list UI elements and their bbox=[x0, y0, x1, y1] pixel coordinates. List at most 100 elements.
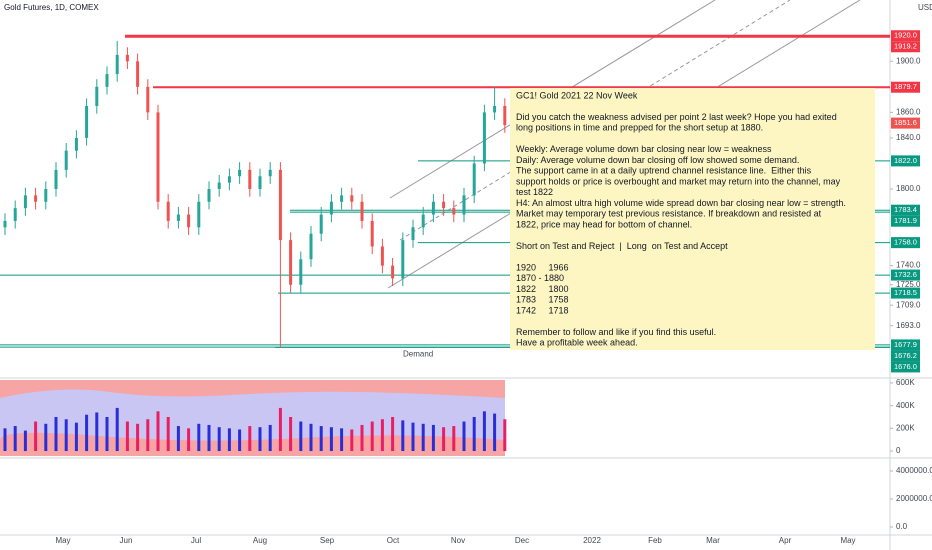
price-label-box bbox=[891, 361, 920, 373]
volume-bar bbox=[187, 428, 191, 452]
candle-body bbox=[166, 201, 170, 221]
candle-body bbox=[289, 240, 293, 285]
volume-bar bbox=[176, 426, 180, 452]
price-label: 1920.0 bbox=[894, 31, 917, 40]
chart-title: Gold Futures, 1D, COMEX bbox=[4, 3, 99, 12]
note-line: support holds or price is overbought and… bbox=[516, 176, 841, 186]
volume-bar bbox=[493, 413, 497, 452]
volume-bar bbox=[64, 419, 68, 452]
volume-bar bbox=[54, 416, 58, 452]
candle-body bbox=[95, 86, 99, 106]
x-tick-label: Sep bbox=[320, 536, 335, 545]
note-line: 1783 1758 bbox=[516, 295, 569, 305]
volume-bar bbox=[3, 428, 7, 452]
x-tick-label: 2022 bbox=[583, 536, 601, 545]
candle-body bbox=[85, 105, 89, 138]
candle-body bbox=[176, 214, 180, 221]
candle-body bbox=[54, 169, 58, 189]
volume-bar bbox=[74, 422, 78, 452]
price-label-box bbox=[891, 30, 920, 42]
volume-bar bbox=[380, 419, 384, 452]
volume-bar bbox=[238, 429, 242, 452]
y-tick-label: 1840.0 bbox=[896, 133, 921, 142]
volume-bar bbox=[309, 423, 313, 452]
volume-bar bbox=[431, 424, 435, 452]
y-tick-label: 1693.0 bbox=[896, 321, 921, 330]
price-label: 1822.0 bbox=[894, 156, 917, 165]
price-label: 1732.6 bbox=[894, 270, 917, 279]
candle-body bbox=[380, 246, 384, 266]
volume-bar bbox=[248, 426, 252, 452]
candle-body bbox=[493, 105, 497, 113]
marks: 1900.0 1860.0 1840.0 1800.0 1740.0 1725.0 1709… bbox=[0, 30, 932, 545]
volume-bar bbox=[472, 416, 476, 452]
price-label-box bbox=[891, 287, 920, 299]
volume-bar bbox=[503, 419, 507, 452]
volume-bar bbox=[421, 423, 425, 452]
x-tick-label: Aug bbox=[253, 536, 267, 545]
price-label-box bbox=[891, 81, 920, 93]
price-label: 1919.2 bbox=[894, 42, 917, 51]
x-tick-label: Nov bbox=[451, 536, 465, 545]
x-tick-label: May bbox=[55, 536, 70, 545]
price-label-box bbox=[891, 204, 920, 216]
note-line: H4: An almost ultra high volume wide spr… bbox=[516, 198, 846, 208]
price-label: 1879.7 bbox=[894, 82, 917, 91]
volume-bar bbox=[452, 426, 456, 452]
price-label-box bbox=[891, 155, 920, 167]
volume-bar bbox=[360, 424, 364, 452]
y-tick-label: 1725.0 bbox=[896, 280, 921, 289]
note-line: 1870 - 1880 bbox=[516, 273, 564, 283]
price-label: 1676.0 bbox=[894, 362, 917, 371]
candle-body bbox=[442, 201, 446, 209]
note-line: Did you catch the weakness advised per p… bbox=[516, 112, 837, 122]
x-tick-label: Jun bbox=[120, 536, 133, 545]
price-label: 1758.0 bbox=[894, 238, 917, 247]
volume-bar bbox=[411, 422, 415, 452]
candle-body bbox=[401, 240, 405, 279]
volume-bar bbox=[227, 428, 231, 452]
price-label-box bbox=[891, 339, 920, 351]
y-tick-label: 1900.0 bbox=[896, 56, 921, 65]
candle-body bbox=[258, 176, 262, 189]
price-label: 1781.9 bbox=[894, 216, 917, 225]
y-tick-label: 4000000.0 bbox=[896, 466, 932, 475]
candle-body bbox=[115, 54, 119, 75]
note: GC1! Gold 2021 22 Nov Week Did you catch … bbox=[510, 88, 875, 350]
price-label: 1676.2 bbox=[894, 351, 917, 360]
candle-body bbox=[431, 201, 435, 215]
x-tick-label: May bbox=[840, 536, 855, 545]
note-line: 1822 1800 bbox=[516, 284, 569, 294]
candle-body bbox=[462, 195, 466, 215]
volume-bar bbox=[442, 427, 446, 452]
volume-bar bbox=[166, 416, 170, 452]
volume-bar bbox=[136, 423, 140, 452]
y-tick-label: 1860.0 bbox=[896, 107, 921, 116]
note-line: Daily: Average volume down bar closing o… bbox=[516, 155, 799, 165]
volume-bar bbox=[340, 428, 344, 452]
candle-body bbox=[472, 163, 476, 196]
note-line: Short on Test and Reject | Long on Test … bbox=[516, 241, 728, 251]
note-line: 1822, price may head for bottom of chann… bbox=[516, 219, 692, 229]
candle-body bbox=[156, 112, 160, 202]
price-label-box bbox=[891, 269, 920, 281]
candle-body bbox=[217, 182, 221, 189]
candle-body bbox=[136, 61, 140, 87]
y-tick-label: 2000000.0 bbox=[896, 494, 932, 503]
price-label-box bbox=[891, 215, 920, 227]
x-tick-label: Dec bbox=[515, 536, 529, 545]
volume-bar bbox=[85, 414, 89, 452]
x-tick-label: Oct bbox=[387, 536, 400, 545]
volume-bar bbox=[115, 407, 119, 452]
candle-body bbox=[187, 214, 191, 228]
candle-body bbox=[3, 220, 7, 228]
note-line: Weekly: Average volume down bar closing … bbox=[516, 144, 772, 154]
zone-label: Demand bbox=[403, 349, 433, 358]
note-line: The support came in at a daily uptrend c… bbox=[516, 166, 812, 176]
volume-bar bbox=[391, 416, 395, 452]
volume-bar bbox=[23, 430, 27, 452]
candle-body bbox=[227, 176, 231, 183]
volume-bar bbox=[34, 421, 38, 452]
candle-body bbox=[197, 201, 201, 228]
